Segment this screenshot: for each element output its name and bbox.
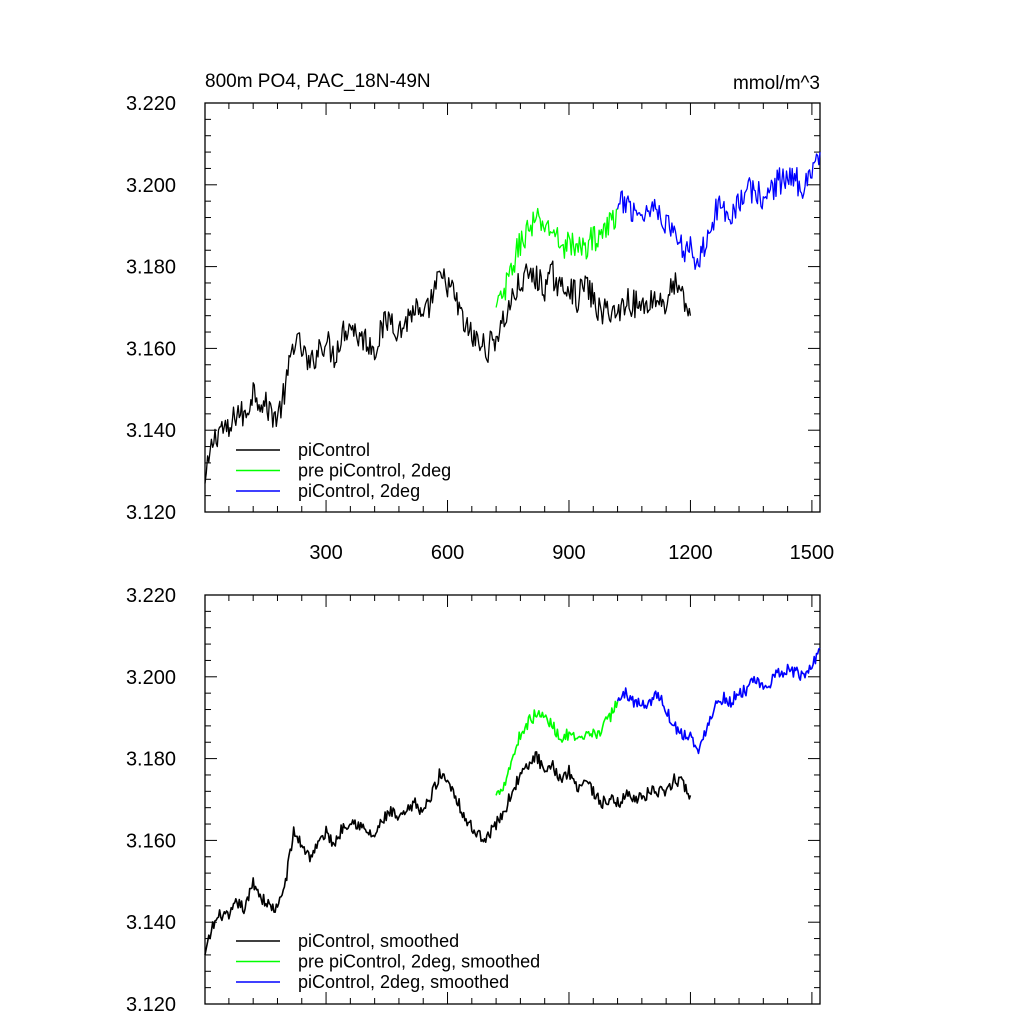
- legend-label: piControl: [298, 440, 370, 460]
- y-tick-label: 3.140: [126, 420, 176, 442]
- y-tick-label: 3.220: [126, 585, 176, 607]
- y-tick-label: 3.120: [126, 994, 176, 1016]
- top-panel: 3.120 3.140 3.160 3.180 3.200 3.220 300 600 900 1…: [126, 71, 834, 564]
- legend-label: pre piControl, 2deg: [298, 461, 451, 481]
- x-tick-label: 1200: [668, 542, 713, 564]
- series-line: [616, 152, 821, 270]
- y-tick-label: 3.120: [126, 502, 176, 524]
- y-tick-label: 3.200: [126, 667, 176, 689]
- chart-title: 800m PO4, PAC_18N-49N: [205, 71, 431, 92]
- legend-label: piControl, smoothed: [298, 931, 459, 951]
- x-tick-label: 600: [431, 542, 464, 564]
- x-tick-label: 1500: [790, 542, 835, 564]
- x-tick-label: 300: [309, 542, 342, 564]
- plot-frame: [204, 102, 821, 513]
- y-tick-label: 3.220: [126, 93, 176, 115]
- y-tick-label: 3.180: [126, 749, 176, 771]
- y-tick-label: 3.140: [126, 912, 176, 934]
- series-line: [616, 647, 821, 755]
- legend-label: piControl, 2deg: [298, 481, 420, 501]
- series-line: [204, 260, 692, 484]
- bottom-panel: 3.120 3.140 3.160 3.180 3.200 3.220 piControl,…: [126, 585, 821, 1016]
- units-label: mmol/m^3: [733, 73, 820, 94]
- legend-label: piControl, 2deg, smoothed: [298, 972, 509, 992]
- y-tick-label: 3.160: [126, 338, 176, 360]
- y-tick-label: 3.180: [126, 257, 176, 279]
- series-line: [495, 207, 618, 308]
- legend-label: pre piControl, 2deg, smoothed: [298, 952, 540, 972]
- y-tick-label: 3.160: [126, 830, 176, 852]
- plot-frame: [204, 594, 821, 1005]
- series-line: [204, 751, 692, 956]
- x-tick-label: 900: [552, 542, 585, 564]
- y-tick-label: 3.200: [126, 175, 176, 197]
- series-line: [495, 700, 619, 796]
